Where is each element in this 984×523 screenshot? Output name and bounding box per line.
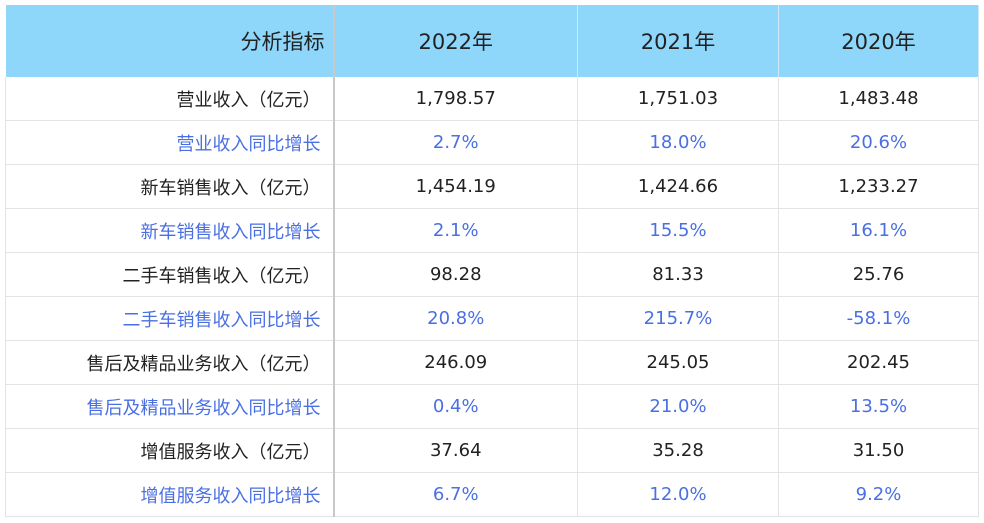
cell-value: 215.7% [577,296,779,341]
table-row: 二手车销售收入（亿元） 98.28 81.33 25.76 [5,252,979,297]
cell-value: 245.05 [577,340,779,385]
cell-value: 31.50 [778,428,979,473]
header-cell: 2022年 [333,5,578,77]
header-cell: 分析指标 [5,5,335,77]
row-label: 售后及精品业务收入（亿元） [5,340,335,385]
cell-value: 1,751.03 [577,77,779,121]
table-row: 增值服务收入同比增长 6.7% 12.0% 9.2% [5,472,979,517]
header-cell: 2021年 [577,5,779,77]
cell-value: 25.76 [778,252,979,297]
table-row: 营业收入（亿元） 1,798.57 1,751.03 1,483.48 [5,77,979,121]
row-label: 二手车销售收入同比增长 [5,296,335,341]
row-label: 营业收入（亿元） [5,77,335,121]
cell-value: 12.0% [577,472,779,517]
row-label: 增值服务收入同比增长 [5,472,335,517]
cell-value: 1,798.57 [333,77,578,121]
cell-value: 0.4% [333,384,578,429]
table-row: 增值服务收入（亿元） 37.64 35.28 31.50 [5,428,979,473]
cell-value: 1,483.48 [778,77,979,121]
row-label: 营业收入同比增长 [5,120,335,165]
header-cell: 2020年 [778,5,979,77]
cell-value: 81.33 [577,252,779,297]
cell-value: 1,454.19 [333,164,578,209]
table-row: 二手车销售收入同比增长 20.8% 215.7% -58.1% [5,296,979,341]
row-label: 增值服务收入（亿元） [5,428,335,473]
cell-value: 1,233.27 [778,164,979,209]
cell-value: 2.7% [333,120,578,165]
header-row: 分析指标 2022年 2021年 2020年 [5,5,979,77]
cell-value: 18.0% [577,120,779,165]
cell-value: 2.1% [333,208,578,253]
table-row: 新车销售收入（亿元） 1,454.19 1,424.66 1,233.27 [5,164,979,209]
cell-value: 13.5% [778,384,979,429]
row-label: 新车销售收入（亿元） [5,164,335,209]
data-table: 分析指标 2022年 2021年 2020年 营业收入（亿元） 1,798.57 1,75… [5,5,979,517]
table-body: 营业收入（亿元） 1,798.57 1,751.03 1,483.48 营业收入同比增长… [5,77,979,517]
cell-value: 6.7% [333,472,578,517]
cell-value: 98.28 [333,252,578,297]
table-row: 营业收入同比增长 2.7% 18.0% 20.6% [5,120,979,165]
cell-value: 202.45 [778,340,979,385]
cell-value: 35.28 [577,428,779,473]
table-row: 售后及精品业务收入同比增长 0.4% 21.0% 13.5% [5,384,979,429]
row-label: 二手车销售收入（亿元） [5,252,335,297]
row-label: 售后及精品业务收入同比增长 [5,384,335,429]
cell-value: 20.6% [778,120,979,165]
cell-value: -58.1% [778,296,979,341]
cell-value: 246.09 [333,340,578,385]
cell-value: 37.64 [333,428,578,473]
table-row: 售后及精品业务收入（亿元） 246.09 245.05 202.45 [5,340,979,385]
cell-value: 21.0% [577,384,779,429]
cell-value: 9.2% [778,472,979,517]
cell-value: 16.1% [778,208,979,253]
table-row: 新车销售收入同比增长 2.1% 15.5% 16.1% [5,208,979,253]
cell-value: 15.5% [577,208,779,253]
cell-value: 20.8% [333,296,578,341]
row-label: 新车销售收入同比增长 [5,208,335,253]
cell-value: 1,424.66 [577,164,779,209]
